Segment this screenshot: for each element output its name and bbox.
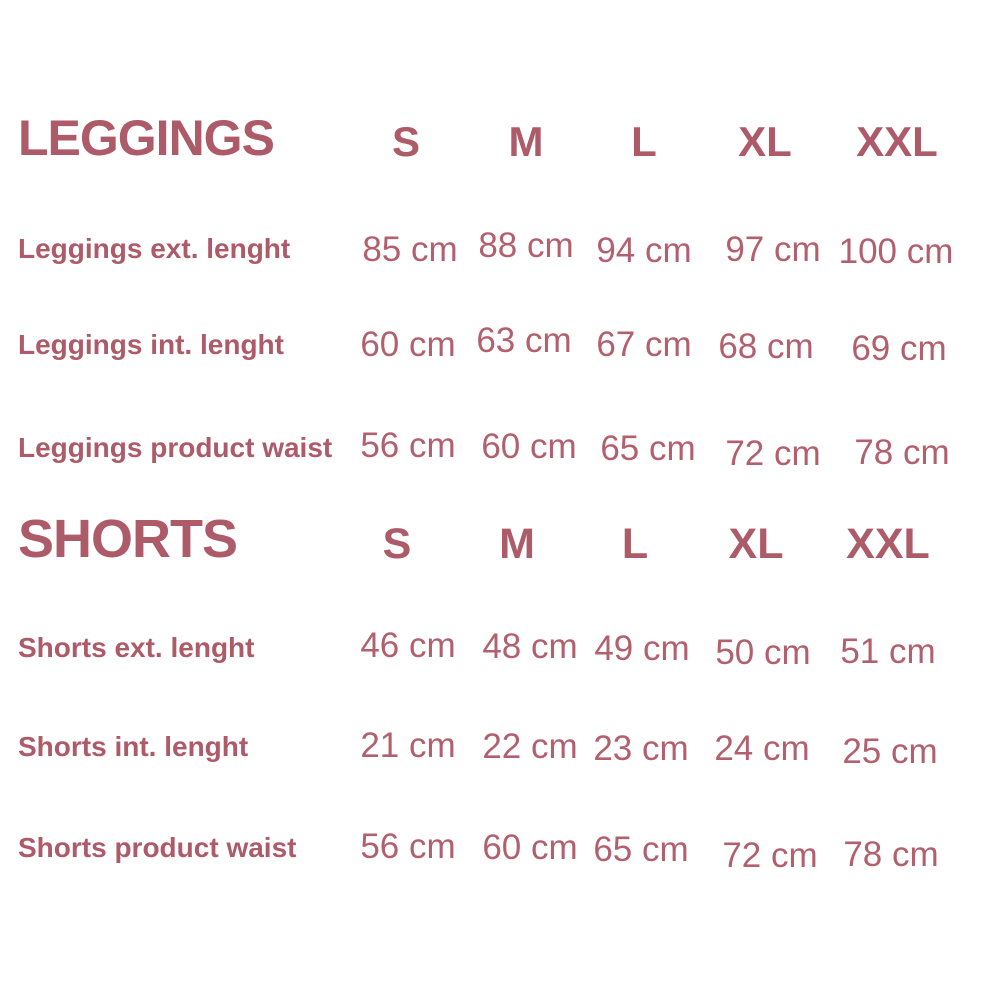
shorts-size-header-xxl: XXL (846, 520, 930, 568)
size-value-xl: 97 cm (725, 229, 821, 269)
size-value-xl: 24 cm (714, 728, 810, 768)
size-value-xxl: 51 cm (840, 631, 936, 671)
leggings-size-header-xxl: XXL (856, 118, 938, 165)
table-row-leggings-product-waist: Leggings product waist 56 cm 60 cm 65 cm… (0, 425, 984, 473)
size-value-xxl: 78 cm (854, 432, 950, 472)
size-value-s: 56 cm (360, 826, 456, 866)
size-value-m: 60 cm (481, 426, 577, 466)
size-value-xl: 68 cm (718, 326, 814, 366)
leggings-size-header-s: S (391, 118, 420, 165)
size-value-l: 94 cm (596, 230, 692, 270)
shorts-size-header-m: M (499, 520, 535, 568)
section-title-shorts: SHORTS (18, 509, 238, 569)
size-value-m: 60 cm (482, 827, 578, 867)
size-value-l: 65 cm (600, 428, 696, 468)
size-value-xl: 72 cm (725, 433, 821, 473)
size-value-xxl: 100 cm (838, 231, 954, 271)
size-value-l: 65 cm (593, 829, 689, 869)
shorts-header-row: SHORTS S M L XL XXL (0, 509, 984, 569)
shorts-size-header-s: S (382, 520, 412, 568)
size-value-s: 56 cm (360, 425, 456, 465)
size-value-s: 21 cm (360, 725, 456, 765)
row-label: Leggings product waist (18, 432, 333, 463)
size-value-l: 23 cm (593, 728, 689, 768)
size-value-s: 85 cm (362, 229, 458, 269)
row-label: Leggings int. lenght (18, 329, 284, 360)
table-row-shorts-int-lenght: Shorts int. lenght 21 cm 22 cm 23 cm 24 … (0, 725, 984, 771)
size-value-xl: 72 cm (722, 835, 818, 875)
size-value-s: 60 cm (360, 324, 456, 364)
size-value-m: 48 cm (482, 626, 578, 666)
leggings-header-row: LEGGINGS S M L XL XXL (0, 113, 984, 163)
size-value-m: 22 cm (482, 726, 578, 766)
size-value-s: 46 cm (360, 625, 456, 665)
row-label: Leggings ext. lenght (18, 233, 291, 264)
table-row-leggings-int-lenght: Leggings int. lenght 60 cm 63 cm 67 cm 6… (0, 320, 984, 368)
size-value-m: 88 cm (478, 225, 574, 265)
row-label: Shorts int. lenght (18, 731, 249, 762)
table-row-leggings-ext-lenght: Leggings ext. lenght 85 cm 88 cm 94 cm 9… (0, 225, 984, 271)
size-value-xxl: 78 cm (843, 834, 939, 874)
size-value-xxl: 69 cm (851, 328, 947, 368)
shorts-size-header-xl: XL (728, 520, 784, 568)
size-value-l: 67 cm (596, 324, 692, 364)
leggings-size-header-m: M (508, 118, 544, 165)
leggings-size-header-l: L (631, 118, 657, 165)
size-value-m: 63 cm (476, 320, 572, 360)
size-value-l: 49 cm (594, 628, 690, 668)
size-value-xxl: 25 cm (842, 731, 938, 771)
table-row-shorts-ext-lenght: Shorts ext. lenght 46 cm 48 cm 49 cm 50 … (0, 625, 984, 672)
row-label: Shorts ext. lenght (18, 632, 255, 663)
size-value-xl: 50 cm (715, 632, 811, 672)
row-label: Shorts product waist (18, 832, 297, 863)
section-title-leggings: LEGGINGS (18, 110, 275, 166)
table-row-shorts-product-waist: Shorts product waist 56 cm 60 cm 65 cm 7… (0, 826, 984, 873)
shorts-size-header-l: L (621, 520, 649, 568)
leggings-size-header-xl: XL (738, 118, 792, 165)
